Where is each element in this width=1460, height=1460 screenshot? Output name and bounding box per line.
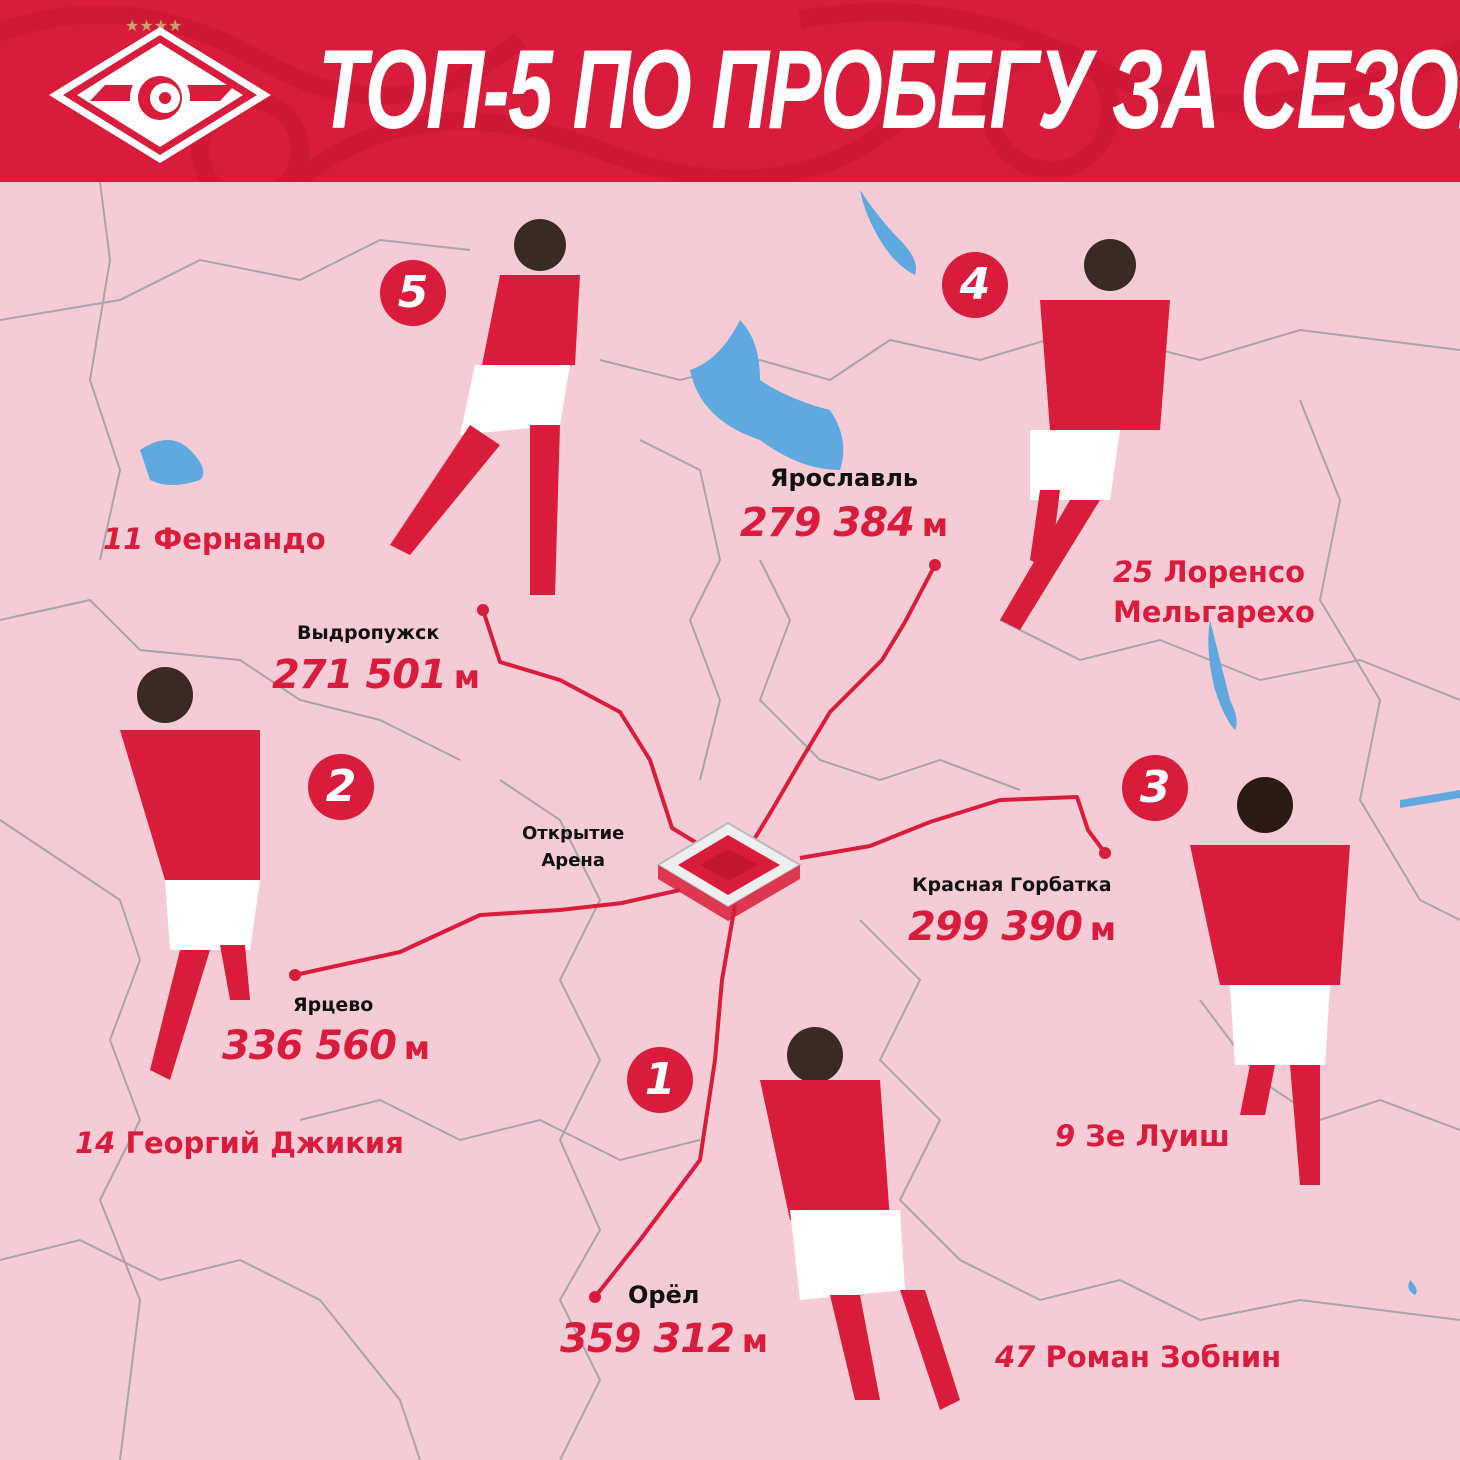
distance-rank-5: 271 501 м [272, 652, 480, 698]
city-rank-1: Орёл [628, 1281, 700, 1309]
player-name-text: Зе Луиш [1085, 1119, 1230, 1153]
page-title: ТОП-5 ПО ПРОБЕГУ ЗА СЕЗОН [318, 27, 1460, 152]
distance-value: 336 560 [222, 1023, 397, 1069]
player-name-rank-5: 11 Фернандо [103, 519, 326, 559]
player-number: 14 [75, 1126, 116, 1160]
distance-unit: м [453, 658, 480, 696]
city-rank-2: Ярцево [293, 994, 374, 1016]
distance-rank-4: 279 384 м [740, 500, 948, 546]
stadium-label-line1: Открытие [522, 823, 625, 844]
route-rank-5 [481, 609, 702, 847]
distance-rank-3: 299 390 м [908, 904, 1116, 950]
endpoint-rank-5 [477, 604, 489, 616]
distance-value: 271 501 [272, 652, 447, 698]
rank-badge-3: 3 [1122, 755, 1188, 821]
player-figure-rank-3 [1190, 777, 1350, 1185]
header-banner: ★★★★ ТОП-5 ПО ПРОБЕГУ ЗА СЕЗОН [0, 0, 1460, 182]
city-rank-3: Красная Горбатка [912, 874, 1112, 896]
distance-unit: м [1089, 910, 1116, 948]
stadium-label-line2: Арена [541, 850, 605, 871]
player-name-text: Фернандо [153, 522, 326, 556]
player-figure-rank-2 [120, 667, 260, 1080]
city-rank-5: Выдропужск [297, 622, 440, 644]
map-background [0, 182, 1460, 1460]
endpoint-rank-4 [929, 559, 941, 571]
player-number: 11 [103, 522, 144, 556]
svg-text:★★★★: ★★★★ [125, 16, 182, 35]
distance-value: 279 384 [740, 500, 915, 546]
player-number: 25 [1113, 555, 1154, 589]
endpoint-rank-3 [1099, 847, 1111, 859]
player-figure-rank-1 [760, 1027, 960, 1410]
distance-value: 359 312 [560, 1316, 735, 1362]
route-rank-4 [753, 564, 937, 840]
distance-unit: м [741, 1322, 768, 1360]
rank-badge-5: 5 [380, 260, 446, 326]
route-rank-3 [799, 795, 1107, 860]
player-figure-rank-4 [1000, 239, 1170, 630]
player-figure-rank-5 [390, 219, 580, 595]
player-number: 9 [1055, 1119, 1076, 1153]
stadium-icon [656, 821, 802, 921]
distance-unit: м [403, 1029, 430, 1067]
endpoint-rank-2 [289, 969, 301, 981]
distance-value: 299 390 [908, 904, 1083, 950]
player-name-text: Роман Зобнин [1045, 1340, 1282, 1374]
city-rank-4: Ярославль [770, 464, 919, 492]
distance-rank-2: 336 560 м [222, 1023, 430, 1069]
player-name-text: Георгий Джикия [125, 1126, 404, 1160]
rank-badge-4: 4 [942, 252, 1008, 318]
spartak-logo: ★★★★ [49, 16, 271, 163]
player-name-rank-1: 47 Роман Зобнин [995, 1337, 1281, 1377]
player-name-rank-3: 9 Зе Луиш [1055, 1116, 1230, 1156]
player-name-text: Лоренсо [1163, 555, 1306, 589]
route-rank-1 [593, 904, 737, 1299]
water-bodies [140, 190, 1460, 1295]
player-number: 47 [995, 1340, 1036, 1374]
player-name-rank-4: 25 Лоренсо Мельгарехо [1113, 552, 1315, 632]
stadium-label: Открытие Арена [522, 820, 624, 874]
route-rank-2 [294, 888, 681, 977]
header-pattern [0, 2, 1460, 182]
distance-unit: м [921, 506, 948, 544]
endpoint-rank-1 [589, 1291, 601, 1303]
distance-rank-1: 359 312 м [560, 1316, 768, 1362]
rank-badge-2: 2 [308, 754, 374, 820]
rank-badge-1: 1 [627, 1047, 693, 1113]
player-name-text-line2: Мельгарехо [1113, 595, 1315, 629]
player-name-rank-2: 14 Георгий Джикия [75, 1123, 404, 1163]
